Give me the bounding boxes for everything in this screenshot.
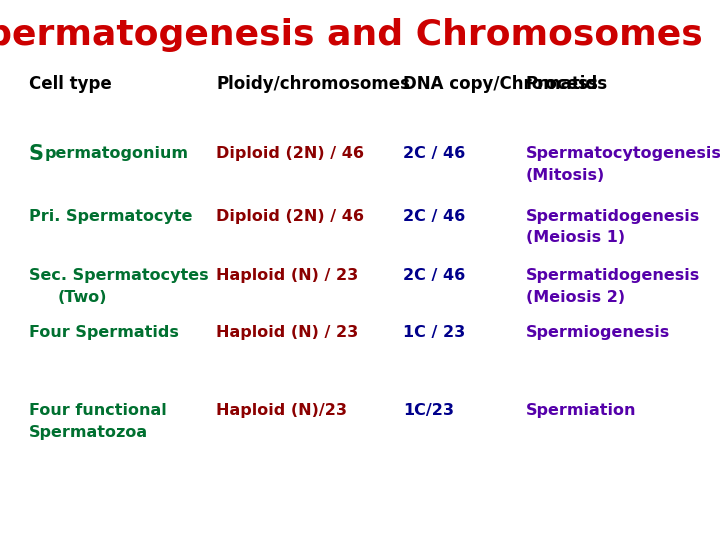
Text: Sec. Spermatocytes: Sec. Spermatocytes xyxy=(29,268,208,283)
Text: Haploid (N)/23: Haploid (N)/23 xyxy=(216,403,347,418)
Text: 1C/23: 1C/23 xyxy=(403,403,454,418)
Text: (Meiosis 1): (Meiosis 1) xyxy=(526,230,625,245)
Text: Spermiogenesis: Spermiogenesis xyxy=(526,325,670,340)
Text: S: S xyxy=(29,144,44,164)
Text: Spermatozoa: Spermatozoa xyxy=(29,424,148,440)
Text: (Mitosis): (Mitosis) xyxy=(526,168,605,183)
Text: Spermatidogenesis: Spermatidogenesis xyxy=(526,208,700,224)
Text: Spermatidogenesis: Spermatidogenesis xyxy=(526,268,700,283)
Text: 2C / 46: 2C / 46 xyxy=(403,268,465,283)
Text: DNA copy/Chromatids: DNA copy/Chromatids xyxy=(403,75,608,93)
Text: Cell type: Cell type xyxy=(29,75,112,93)
Text: Four functional: Four functional xyxy=(29,403,166,418)
Text: (Meiosis 2): (Meiosis 2) xyxy=(526,289,625,305)
Text: Diploid (2N) / 46: Diploid (2N) / 46 xyxy=(216,208,364,224)
Text: Diploid (2N) / 46: Diploid (2N) / 46 xyxy=(216,146,364,161)
Text: Spermatocytogenesis: Spermatocytogenesis xyxy=(526,146,720,161)
Text: Spermatogenesis and Chromosomes: Spermatogenesis and Chromosomes xyxy=(0,18,703,52)
Text: 2C / 46: 2C / 46 xyxy=(403,208,465,224)
Text: Spermiation: Spermiation xyxy=(526,403,636,418)
Text: Haploid (N) / 23: Haploid (N) / 23 xyxy=(216,268,359,283)
Text: 2C / 46: 2C / 46 xyxy=(403,146,465,161)
Text: (Two): (Two) xyxy=(58,289,107,305)
Text: Haploid (N) / 23: Haploid (N) / 23 xyxy=(216,325,359,340)
Text: Ploidy/chromosomes: Ploidy/chromosomes xyxy=(216,75,410,93)
Text: Four Spermatids: Four Spermatids xyxy=(29,325,179,340)
Text: permatogonium: permatogonium xyxy=(45,146,189,161)
Text: Pri. Spermatocyte: Pri. Spermatocyte xyxy=(29,208,192,224)
Text: Process: Process xyxy=(526,75,598,93)
Text: 1C / 23: 1C / 23 xyxy=(403,325,465,340)
